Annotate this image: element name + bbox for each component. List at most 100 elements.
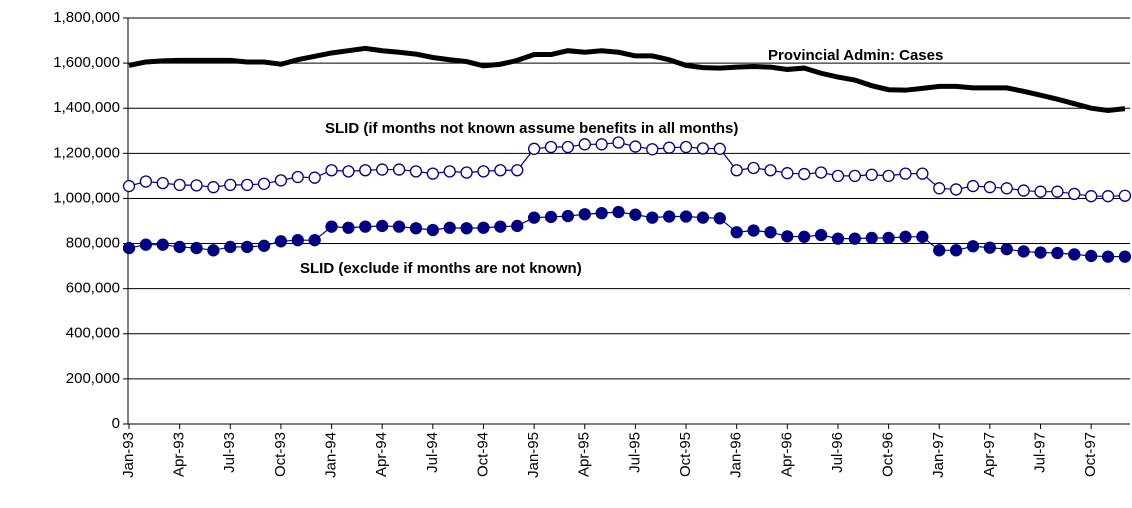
point xyxy=(325,164,338,177)
point xyxy=(477,165,490,178)
point xyxy=(966,240,980,253)
point xyxy=(848,169,861,183)
point xyxy=(1000,243,1013,256)
point xyxy=(460,166,473,179)
point xyxy=(882,231,895,245)
point xyxy=(679,140,693,154)
point xyxy=(595,206,608,220)
point xyxy=(899,230,912,243)
point xyxy=(1051,246,1064,260)
point xyxy=(629,208,642,221)
point xyxy=(190,179,203,192)
point xyxy=(1068,248,1081,261)
point xyxy=(1034,185,1047,198)
point xyxy=(511,219,524,233)
point xyxy=(527,211,541,224)
x-tick-label: Oct-93 xyxy=(272,432,289,477)
point xyxy=(663,210,676,223)
x-tick-label: Oct-96 xyxy=(880,432,897,477)
point xyxy=(1101,250,1115,263)
point xyxy=(949,244,963,257)
point xyxy=(1051,185,1064,198)
series-label: SLID (exclude if months are not known) xyxy=(300,260,582,277)
point xyxy=(494,220,507,233)
point xyxy=(663,141,676,154)
point xyxy=(544,210,558,224)
point xyxy=(274,174,288,187)
x-tick-label: Oct-95 xyxy=(677,432,694,477)
point xyxy=(831,232,845,245)
x-tick-label: Jan-93 xyxy=(120,432,137,478)
point xyxy=(933,244,946,257)
point xyxy=(679,210,693,223)
point xyxy=(612,205,625,219)
point xyxy=(764,226,777,239)
point xyxy=(798,167,811,181)
point xyxy=(916,230,929,243)
point xyxy=(139,238,153,251)
point xyxy=(747,161,760,175)
point xyxy=(1101,190,1115,203)
point xyxy=(933,182,946,195)
y-tick-label: 1,800,000 xyxy=(53,9,120,26)
x-tick-label: Jul-94 xyxy=(424,432,441,473)
point xyxy=(291,170,304,184)
point xyxy=(156,238,169,251)
series-label: Provincial Admin: Cases xyxy=(768,47,943,64)
series-label: SLID (if months not known assume benefit… xyxy=(325,120,738,137)
point xyxy=(156,176,169,190)
point xyxy=(308,171,321,184)
x-tick-label: Apr-95 xyxy=(576,432,593,477)
point xyxy=(696,142,710,155)
x-tick-label: Jan-94 xyxy=(323,432,340,478)
point xyxy=(409,165,423,178)
point xyxy=(781,230,794,243)
point xyxy=(646,143,659,156)
point xyxy=(460,222,473,235)
point xyxy=(612,136,625,149)
point xyxy=(949,183,963,196)
point xyxy=(696,211,710,224)
y-tick-label: 1,000,000 xyxy=(53,189,120,206)
x-tick-label: Jan-97 xyxy=(930,432,947,478)
point xyxy=(173,178,186,192)
point xyxy=(173,240,186,254)
point xyxy=(443,221,456,234)
point xyxy=(916,167,929,180)
point xyxy=(899,167,912,180)
x-tick-label: Oct-97 xyxy=(1082,432,1099,477)
point xyxy=(325,220,338,233)
y-tick-label: 600,000 xyxy=(66,280,120,297)
x-tick-label: Apr-96 xyxy=(778,432,795,477)
point xyxy=(561,209,575,223)
point xyxy=(426,167,439,180)
x-tick-label: Jan-95 xyxy=(525,432,542,478)
y-tick-label: 1,400,000 xyxy=(53,99,120,116)
point xyxy=(494,164,507,177)
point xyxy=(224,178,237,192)
y-tick-label: 800,000 xyxy=(66,235,120,252)
point xyxy=(764,164,777,177)
point xyxy=(122,179,136,193)
x-tick-label: Jan-96 xyxy=(728,432,745,478)
point xyxy=(865,231,878,245)
point xyxy=(257,177,271,190)
point xyxy=(730,164,743,177)
point xyxy=(308,234,321,247)
point xyxy=(595,138,608,151)
point xyxy=(1085,249,1098,263)
point xyxy=(443,165,456,178)
y-tick-label: 0 xyxy=(112,415,120,432)
point xyxy=(882,169,895,183)
point xyxy=(578,208,591,221)
point xyxy=(426,223,439,237)
point xyxy=(814,166,828,179)
point xyxy=(578,138,591,151)
point xyxy=(814,228,828,242)
point xyxy=(730,226,743,239)
point xyxy=(359,220,372,233)
point xyxy=(781,167,794,180)
point xyxy=(1034,246,1047,259)
